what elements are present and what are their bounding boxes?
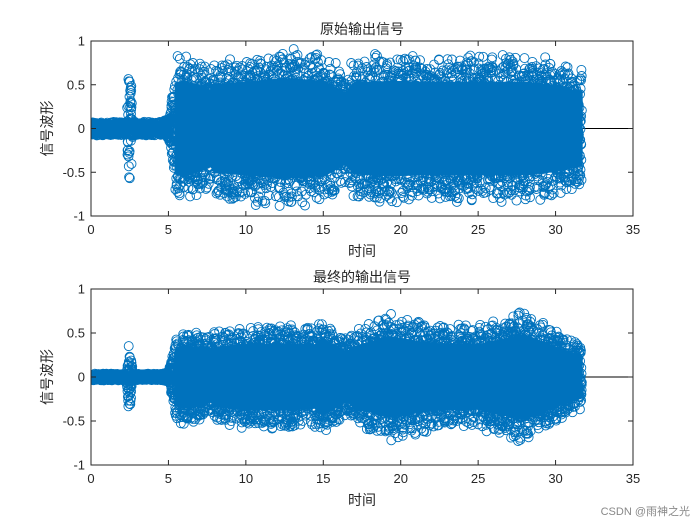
x-tick-label: 0 [87, 222, 94, 237]
x-tick-label: 30 [548, 222, 562, 237]
y-tick-label: -0.5 [63, 165, 85, 180]
y-tick-label: 0.5 [67, 77, 85, 92]
x-tick-label: 0 [87, 471, 94, 486]
x-tick-label: 10 [239, 471, 253, 486]
watermark: CSDN @雨神之光 [601, 503, 690, 519]
y-tick-label: 0 [78, 121, 85, 136]
x-tick-label: 20 [393, 471, 407, 486]
x-tick-label: 10 [239, 222, 253, 237]
x-tick-label: 5 [165, 222, 172, 237]
x-tick-label: 15 [316, 471, 330, 486]
y-tick-label: -1 [73, 209, 85, 224]
x-tick-label: 35 [626, 471, 640, 486]
y-tick-label: -1 [73, 458, 85, 473]
y-tick-label: 1 [78, 282, 85, 297]
x-tick-label: 25 [471, 471, 485, 486]
y-axis-label: 信号波形 [40, 101, 56, 157]
x-axis-label: 时间 [348, 493, 376, 509]
x-tick-label: 30 [548, 471, 562, 486]
y-axis-label: 信号波形 [40, 349, 56, 405]
data-point-markers-dense [176, 78, 581, 179]
chart-title: 原始输出信号 [320, 22, 404, 38]
x-tick-label: 15 [316, 222, 330, 237]
x-axis-label: 时间 [348, 244, 376, 260]
y-tick-label: 0.5 [67, 326, 85, 341]
y-tick-label: -0.5 [63, 414, 85, 429]
chart-title: 最终的输出信号 [313, 270, 411, 286]
x-tick-label: 5 [165, 471, 172, 486]
x-tick-label: 35 [626, 222, 640, 237]
y-tick-label: 0 [78, 370, 85, 385]
y-tick-label: 1 [78, 34, 85, 49]
x-tick-label: 20 [393, 222, 407, 237]
x-tick-label: 25 [471, 222, 485, 237]
data-point-markers-dense [176, 334, 581, 419]
